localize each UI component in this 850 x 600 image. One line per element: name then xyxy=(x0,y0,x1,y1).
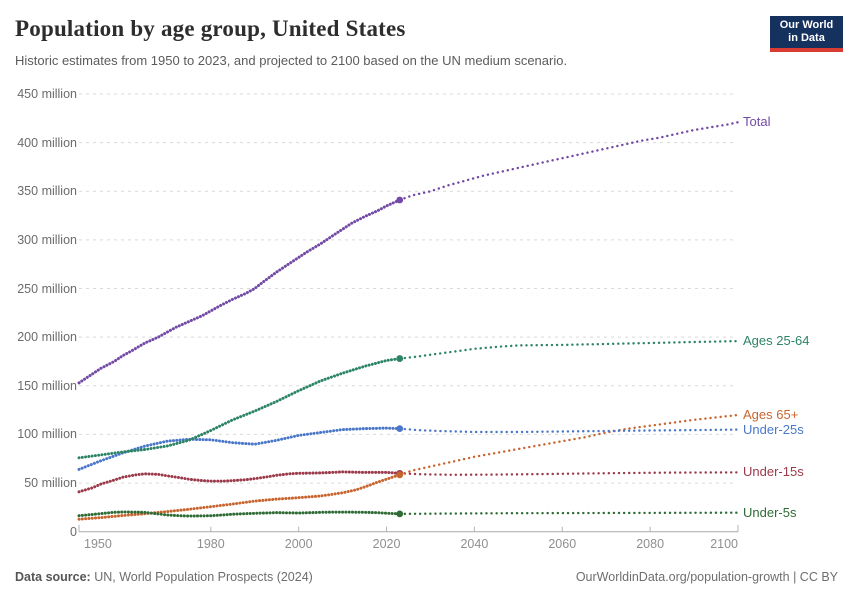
series-line-historic-under-15s xyxy=(77,470,402,494)
chart-subtitle: Historic estimates from 1950 to 2023, an… xyxy=(15,53,568,68)
data-source-note: Data source: UN, World Population Prospe… xyxy=(15,570,313,584)
x-tick-label: 2000 xyxy=(284,537,313,551)
x-tick-label: 2040 xyxy=(460,537,489,551)
y-tick-label: 350 million xyxy=(17,184,77,199)
x-tick-label: 2060 xyxy=(548,537,577,551)
series-label-total[interactable]: Total xyxy=(743,114,771,130)
series-label-under-5s[interactable]: Under-5s xyxy=(743,504,797,520)
series-line-historic-under-25s xyxy=(77,426,402,471)
y-tick-label: 450 million xyxy=(17,87,77,101)
y-tick-label: 200 million xyxy=(17,330,77,345)
y-tick-label: 250 million xyxy=(17,281,77,296)
series-label-under-25s[interactable]: Under-25s xyxy=(743,421,804,437)
owid-logo-line2: in Data xyxy=(788,32,825,44)
series-label-ages-65plus[interactable]: Ages 65+ xyxy=(743,406,799,422)
y-tick-label: 100 million xyxy=(17,427,77,442)
series-endpoint-under-5s xyxy=(396,510,404,518)
y-tick-label: 150 million xyxy=(17,378,77,393)
page-title: Population by age group, United States xyxy=(15,16,406,41)
series-label-ages-25-64[interactable]: Ages 25-64 xyxy=(743,333,810,349)
x-tick-label: 2080 xyxy=(636,537,665,551)
x-tick-label: 1950 xyxy=(84,537,112,551)
owid-logo-line1: Our World xyxy=(779,19,834,31)
series-endpoint-total xyxy=(396,196,404,204)
series-line-historic-total xyxy=(77,198,402,385)
series-line-historic-ages-65plus xyxy=(77,473,402,521)
x-tick-label: 2100 xyxy=(710,537,738,551)
series-line-historic-ages-25-64 xyxy=(77,357,402,460)
y-tick-label: 300 million xyxy=(17,232,77,247)
series-line-projected-under-5s xyxy=(398,511,740,516)
series-line-projected-under-25s xyxy=(398,427,740,434)
series-endpoint-ages-25-64 xyxy=(396,355,404,362)
y-tick-label: 0 xyxy=(70,524,77,539)
x-tick-label: 2020 xyxy=(372,537,401,551)
data-source-value: UN, World Population Prospects (2024) xyxy=(90,570,313,584)
series-line-projected-total xyxy=(398,121,740,202)
series-endpoint-under-25s xyxy=(396,425,404,432)
x-tick-label: 1980 xyxy=(196,537,225,551)
series-line-historic-under-5s xyxy=(77,510,402,518)
owid-logo[interactable]: Our World in Data xyxy=(770,16,843,52)
series-line-projected-ages-65plus xyxy=(398,413,740,476)
y-tick-label: 50 million xyxy=(24,476,77,491)
series-label-under-15s[interactable]: Under-15s xyxy=(743,464,804,480)
series-line-projected-under-15s xyxy=(398,471,740,477)
series-endpoint-ages-65plus xyxy=(396,471,404,479)
series-line-projected-ages-25-64 xyxy=(398,339,740,360)
owid-link[interactable]: OurWorldinData.org/population-growth | C… xyxy=(575,570,838,584)
y-tick-label: 400 million xyxy=(17,135,77,150)
data-source-label: Data source: xyxy=(15,570,91,584)
